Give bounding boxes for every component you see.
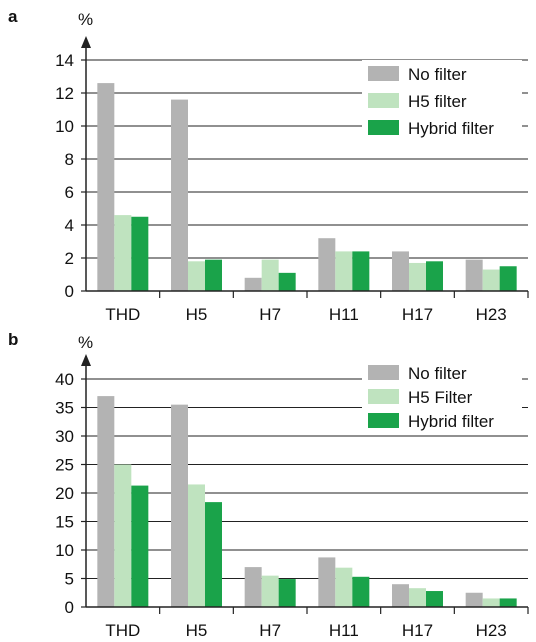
y-axis-arrow-icon	[81, 354, 91, 366]
y-tick-label: 8	[65, 150, 74, 169]
x-tick-label: H17	[402, 305, 433, 324]
bar-hybrid-filter-h23	[500, 598, 517, 607]
legend-swatch	[368, 413, 399, 428]
bar-h5-filter-h5	[188, 484, 205, 607]
legend-label: Hybrid filter	[408, 119, 494, 138]
y-axis-unit: %	[78, 10, 93, 29]
legend-swatch	[368, 389, 399, 404]
x-tick-label: THD	[105, 621, 140, 640]
bar-h5-filter-h5	[188, 261, 205, 291]
bar-no-filter-h5	[171, 100, 188, 291]
legend-label: Hybrid filter	[408, 412, 494, 431]
bar-no-filter-h11	[318, 557, 335, 607]
bar-no-filter-h17	[392, 251, 409, 291]
bar-hybrid-filter-h11	[352, 251, 369, 291]
x-tick-label: H7	[259, 305, 281, 324]
bar-hybrid-filter-h5	[205, 502, 222, 607]
legend-swatch	[368, 66, 399, 81]
y-tick-label: 40	[55, 370, 74, 389]
chart-panel-a: a % 0 2 4 6 8 10 12 14 THD H5 H7 H11 H17 H23 No filter H5…	[8, 7, 528, 324]
bar-hybrid-filter-h11	[352, 577, 369, 607]
y-tick-label: 10	[55, 541, 74, 560]
y-tick-label: 20	[55, 484, 74, 503]
bar-no-filter-h23	[466, 593, 483, 607]
y-tick-label: 5	[65, 570, 74, 589]
bar-h5-filter-h11	[335, 251, 352, 291]
bar-no-filter-h11	[318, 238, 335, 291]
bar-h5-filter-thd	[114, 465, 131, 608]
y-axis-unit: %	[78, 333, 93, 352]
bar-no-filter-h7	[245, 567, 262, 607]
bar-hybrid-filter-h7	[279, 579, 296, 607]
y-tick-label: 30	[55, 427, 74, 446]
x-tick-label: H11	[329, 621, 359, 640]
bar-no-filter-thd	[97, 396, 114, 607]
bar-hybrid-filter-h5	[205, 260, 222, 291]
bar-h5-filter-h23	[483, 270, 500, 291]
y-tick-label: 6	[65, 183, 74, 202]
x-tick-label: H5	[186, 305, 208, 324]
bar-hybrid-filter-h17	[426, 261, 443, 291]
y-tick-label: 12	[55, 84, 74, 103]
y-tick-label: 14	[55, 51, 74, 70]
bar-h5-filter-thd	[114, 215, 131, 291]
y-tick-label: 25	[55, 456, 74, 475]
bar-h5-filter-h17	[409, 588, 426, 607]
legend-label: H5 Filter	[408, 388, 473, 407]
x-tick-label: THD	[105, 305, 140, 324]
legend-label: H5 filter	[408, 92, 467, 111]
legend-swatch	[368, 93, 399, 108]
x-tick-label: H17	[402, 621, 433, 640]
bar-no-filter-h7	[245, 278, 262, 291]
y-tick-label: 2	[65, 249, 74, 268]
y-tick-label: 0	[65, 598, 74, 617]
bar-h5-filter-h17	[409, 263, 426, 291]
bar-hybrid-filter-thd	[131, 217, 148, 291]
bar-hybrid-filter-h7	[279, 273, 296, 291]
legend-swatch	[368, 365, 399, 380]
chart-panel-b: b % 0 5 10 15 20 25 30 35 40 THD H5 H7 H11 H17 H23 No fil…	[8, 330, 528, 640]
bar-hybrid-filter-h17	[426, 591, 443, 607]
y-tick-label: 4	[65, 216, 74, 235]
x-tick-label: H23	[476, 305, 507, 324]
panel-letter: a	[8, 7, 18, 26]
bar-h5-filter-h11	[335, 568, 352, 607]
legend-label: No filter	[408, 364, 467, 383]
bar-hybrid-filter-thd	[131, 486, 148, 607]
y-axis-arrow-icon	[81, 36, 91, 48]
legend: No filter H5 filter Hybrid filter	[362, 60, 522, 145]
x-tick-label: H5	[186, 621, 208, 640]
legend-label: No filter	[408, 65, 467, 84]
bar-no-filter-h17	[392, 584, 409, 607]
x-tick-label: H23	[476, 621, 507, 640]
bar-h5-filter-h23	[483, 598, 500, 607]
y-tick-label: 10	[55, 117, 74, 136]
y-tick-label: 15	[55, 513, 74, 532]
bar-no-filter-h23	[466, 260, 483, 291]
bar-no-filter-thd	[97, 83, 114, 291]
bar-h5-filter-h7	[262, 260, 279, 291]
y-tick-label: 35	[55, 399, 74, 418]
x-tick-label: H11	[329, 305, 359, 324]
bar-hybrid-filter-h23	[500, 266, 517, 291]
y-tick-label: 0	[65, 282, 74, 301]
x-tick-label: H7	[259, 621, 281, 640]
panel-letter: b	[8, 330, 18, 349]
bar-no-filter-h5	[171, 405, 188, 607]
legend-swatch	[368, 120, 399, 135]
bar-h5-filter-h7	[262, 576, 279, 607]
legend: No filter H5 Filter Hybrid filter	[362, 359, 522, 435]
